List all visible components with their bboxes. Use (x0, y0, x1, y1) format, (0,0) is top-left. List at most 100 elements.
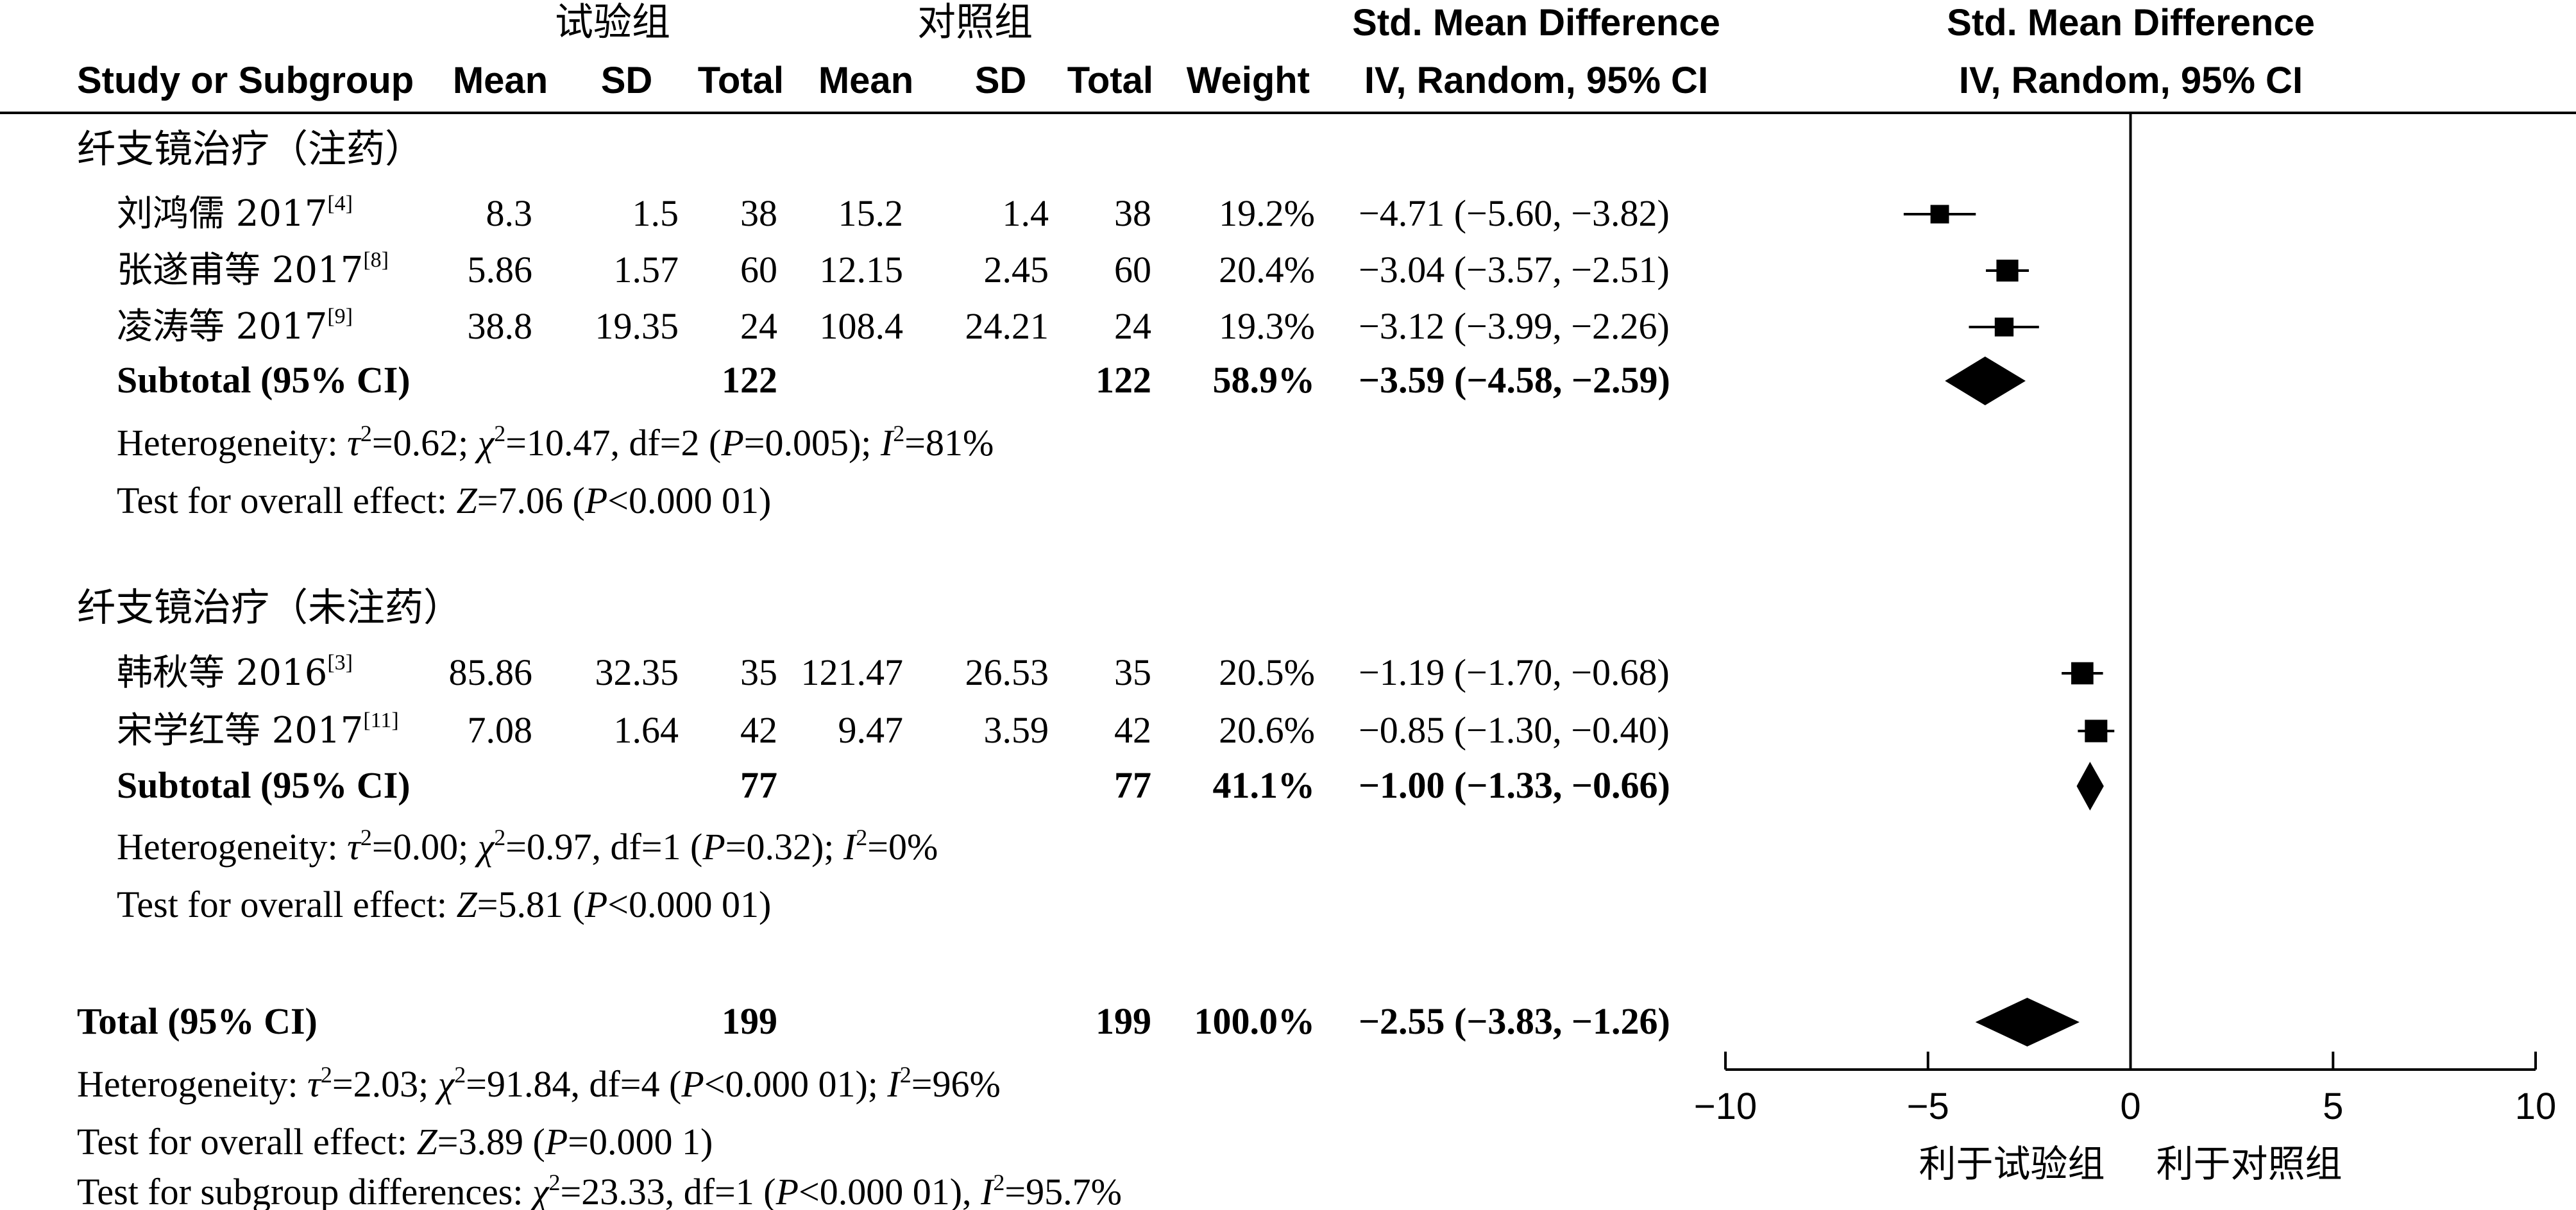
subgroup-2-title: 纤支镜治疗（未注药） (77, 585, 462, 630)
x-tick-label: 5 (2323, 1086, 2343, 1127)
study-1-1-ctrl-mean: 15.2 (838, 192, 904, 234)
heterogeneity-2: Heterogeneity: τ2=0.00; χ2=0.97, df=1 (P… (117, 825, 938, 868)
header-smd-title: Std. Mean Difference (1352, 2, 1720, 44)
total-ci: −2.55 (−3.83, −1.26) (1359, 1000, 1670, 1042)
study-2-2-exp-sd: 1.64 (614, 709, 679, 751)
study-1-2-weight: 20.4% (1219, 249, 1315, 290)
study-1-2-exp-sd: 1.57 (614, 249, 679, 290)
subtotal-2-diamond (2076, 762, 2104, 811)
study-2-2-ci: −0.85 (−1.30, −0.40) (1359, 709, 1670, 751)
study-1-2-ci: −3.04 (−3.57, −2.51) (1359, 249, 1670, 290)
study-2-2-ctrl-mean: 9.47 (838, 709, 904, 751)
study-1-1-ctrl-total: 38 (1114, 192, 1151, 234)
subtotal-2-weight: 41.1% (1213, 764, 1316, 806)
study-1-3-ctrl-sd: 24.21 (965, 305, 1049, 347)
header-ctrl-sd: SD (975, 60, 1027, 101)
study-1-2-point (1996, 259, 2019, 282)
subtotal-2-ci: −1.00 (−1.33, −0.66) (1359, 764, 1670, 806)
study-2-1-exp-sd: 32.35 (595, 651, 679, 693)
total-label: Total (95% CI) (77, 1000, 318, 1042)
subtotal-1-ctrl-total: 122 (1096, 359, 1151, 401)
total-exp-total: 199 (722, 1000, 777, 1042)
study-2-2-name: 宋学红等 2017[11] (117, 709, 399, 752)
study-1-1-ctrl-sd: 1.4 (1003, 192, 1049, 234)
header-exp-total: Total (698, 60, 784, 101)
study-1-3-ctrl-mean: 108.4 (820, 305, 904, 347)
subtotal-1-exp-total: 122 (722, 359, 777, 401)
study-1-2-ctrl-total: 60 (1114, 249, 1151, 290)
header-ci: IV, Random, 95% CI (1364, 60, 1708, 101)
study-2-2-weight: 20.6% (1219, 709, 1315, 751)
study-2-2-ctrl-sd: 3.59 (984, 709, 1049, 751)
study-2-2-exp-mean: 7.08 (468, 709, 533, 751)
header-exp-sd: SD (601, 60, 653, 101)
study-2-1-exp-mean: 85.86 (449, 651, 533, 693)
study-1-1-ci: −4.71 (−5.60, −3.82) (1359, 192, 1670, 234)
total-ctrl-total: 199 (1096, 1000, 1151, 1042)
overall-effect-2: Test for overall effect: Z=5.81 (P<0.000… (117, 884, 771, 925)
subgroup-differences: Test for subgroup differences: χ2=23.33,… (77, 1170, 1122, 1210)
study-1-3-exp-total: 24 (740, 305, 777, 347)
study-1-2-ctrl-mean: 12.15 (820, 249, 904, 290)
study-2-1-exp-total: 35 (740, 651, 777, 693)
header-exp-mean: Mean (453, 60, 548, 101)
study-1-1-exp-mean: 8.3 (486, 192, 533, 234)
x-tick-label: 10 (2515, 1086, 2557, 1127)
total-heterogeneity: Heterogeneity: τ2=2.03; χ2=91.84, df=4 (… (77, 1062, 1001, 1105)
subgroup-1-title: 纤支镜治疗（注药） (77, 127, 423, 172)
study-2-2-point (2085, 719, 2108, 743)
header-study: Study or Subgroup (77, 60, 414, 101)
study-1-3-point (1994, 317, 2014, 337)
favours-right-label: 利于对照组 (2157, 1142, 2343, 1186)
total-overall-effect: Test for overall effect: Z=3.89 (P=0.000… (77, 1121, 713, 1163)
study-1-1-point (1930, 205, 1949, 224)
study-1-1-exp-sd: 1.5 (632, 192, 679, 234)
total-weight: 100.0% (1194, 1000, 1316, 1042)
study-2-1-ctrl-sd: 26.53 (965, 651, 1049, 693)
subtotal-2-exp-total: 77 (740, 764, 777, 806)
heterogeneity-1: Heterogeneity: τ2=0.62; χ2=10.47, df=2 (… (117, 421, 994, 464)
subtotal-1-ci: −3.59 (−4.58, −2.59) (1359, 359, 1670, 401)
study-1-3-ci: −3.12 (−3.99, −2.26) (1359, 305, 1670, 347)
study-1-3-exp-mean: 38.8 (468, 305, 533, 347)
study-2-1-point (2071, 662, 2094, 685)
study-1-2-name: 张遂甫等 2017[8] (117, 248, 389, 291)
subtotal-1-label: Subtotal (95% CI) (117, 359, 411, 401)
study-1-3-weight: 19.3% (1219, 305, 1315, 347)
study-1-2-exp-mean: 5.86 (468, 249, 533, 290)
study-1-3-name: 凌涛等 2017[9] (117, 305, 353, 348)
study-1-1-name: 刘鸿儒 2017[4] (117, 192, 353, 235)
favours-left-label: 利于试验组 (1919, 1142, 2105, 1186)
study-1-3-exp-sd: 19.35 (595, 305, 679, 347)
header-group-ctrl: 对照组 (917, 0, 1033, 45)
study-2-2-exp-total: 42 (740, 709, 777, 751)
header-ctrl-mean: Mean (818, 60, 913, 101)
study-1-1-weight: 19.2% (1219, 192, 1315, 234)
header-plot-ci: IV, Random, 95% CI (1959, 60, 2303, 101)
study-2-1-name: 韩秋等 2016[3] (117, 651, 353, 694)
table-rows: 纤支镜治疗（注药） 刘鸿儒 2017[4] 8.3 1.5 38 15.2 1.4 38 19.… (77, 127, 1670, 1210)
subtotal-2-label: Subtotal (95% CI) (117, 764, 411, 806)
study-2-2-ctrl-total: 42 (1114, 709, 1151, 751)
study-2-1-ctrl-mean: 121.47 (801, 651, 904, 693)
x-tick-label: 0 (2120, 1086, 2140, 1127)
x-tick-label: −10 (1694, 1086, 1757, 1127)
study-2-1-weight: 20.5% (1219, 651, 1315, 693)
study-2-1-ctrl-total: 35 (1114, 651, 1151, 693)
overall-effect-1: Test for overall effect: Z=7.06 (P<0.000… (117, 480, 771, 521)
header-plot-title: Std. Mean Difference (1947, 2, 2315, 44)
x-tick-label: −5 (1907, 1086, 1949, 1127)
study-1-1-exp-total: 38 (740, 192, 777, 234)
study-2-1-ci: −1.19 (−1.70, −0.68) (1359, 651, 1670, 693)
header-ctrl-total: Total (1067, 60, 1153, 101)
header-group-exp: 试验组 (555, 0, 670, 45)
study-1-2-ctrl-sd: 2.45 (984, 249, 1049, 290)
plot-area: −10 −5 0 5 10 利于试验组 利于对照组 (1694, 113, 2556, 1186)
subtotal-2-ctrl-total: 77 (1114, 764, 1151, 806)
header-weight: Weight (1187, 60, 1310, 101)
total-diamond (1975, 998, 2080, 1046)
study-1-3-ctrl-total: 24 (1114, 305, 1151, 347)
subtotal-1-weight: 58.9% (1213, 359, 1316, 401)
study-1-2-exp-total: 60 (740, 249, 777, 290)
